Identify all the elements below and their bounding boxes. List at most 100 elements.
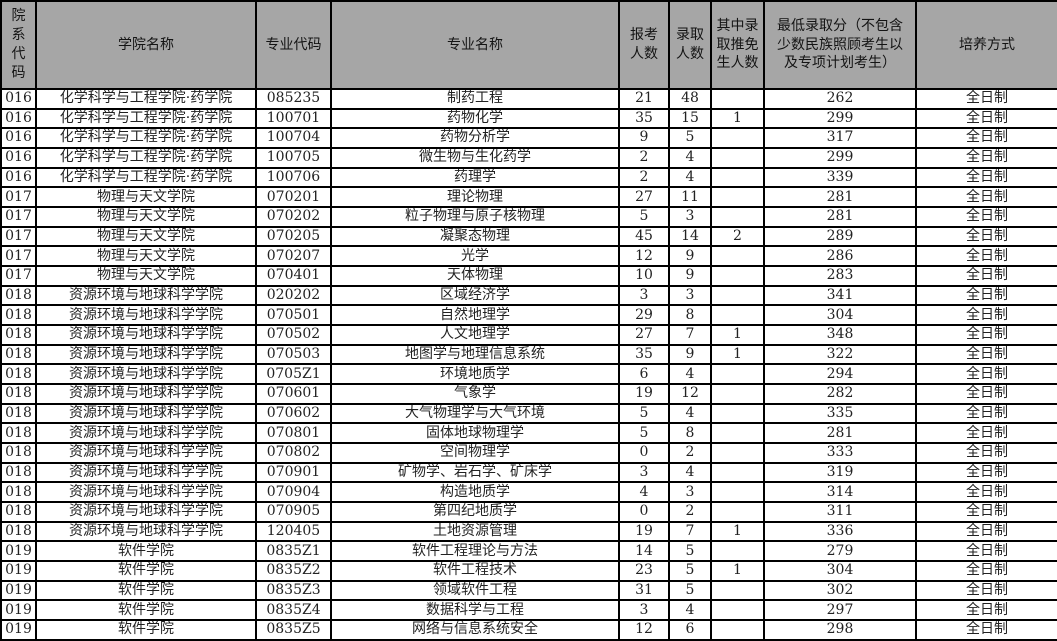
cell-college-name: 资源环境与地球科学学院 bbox=[35, 402, 257, 425]
cell-exempt-count bbox=[710, 501, 765, 523]
cell-exempt-count: 1 bbox=[710, 343, 765, 366]
cell-training-mode: 全日制 bbox=[915, 206, 1057, 228]
cell-major-code: 070905 bbox=[255, 501, 332, 523]
cell-major-name: 网络与信息系统安全 bbox=[330, 619, 620, 641]
cell-admitted: 3 bbox=[668, 481, 712, 504]
col-header-major-name-label: 专业名称 bbox=[447, 36, 503, 53]
cell-exempt-count bbox=[710, 619, 765, 641]
cell-applicants: 12 bbox=[618, 245, 670, 268]
table-row: 018 资源环境与地球科学学院 070501 自然地理学 29 8 304 全日制 bbox=[0, 304, 1057, 327]
cell-applicants: 0 bbox=[618, 442, 670, 464]
cell-min-score: 294 bbox=[763, 363, 917, 386]
cell-major-code: 0835Z5 bbox=[255, 619, 332, 641]
cell-admitted: 5 bbox=[668, 540, 712, 563]
cell-min-score: 281 bbox=[763, 206, 917, 228]
cell-exempt-count bbox=[710, 166, 765, 189]
cell-min-score: 286 bbox=[763, 245, 917, 268]
table-row: 017 物理与天文学院 070201 理论物理 27 11 281 全日制 bbox=[0, 186, 1057, 209]
cell-exempt-count bbox=[710, 461, 765, 484]
cell-major-code: 085235 bbox=[255, 88, 332, 110]
cell-major-name: 第四纪地质学 bbox=[330, 501, 620, 523]
table-row: 018 资源环境与地球科学学院 020202 区域经济学 3 3 341 全日制 bbox=[0, 284, 1057, 307]
cell-exempt-count bbox=[710, 363, 765, 386]
cell-college-name: 资源环境与地球科学学院 bbox=[35, 343, 257, 366]
cell-major-name: 环境地质学 bbox=[330, 363, 620, 386]
cell-admitted: 7 bbox=[668, 520, 712, 543]
cell-major-code: 0835Z2 bbox=[255, 560, 332, 582]
cell-min-score: 298 bbox=[763, 619, 917, 641]
cell-admitted: 8 bbox=[668, 422, 712, 445]
cell-major-name: 自然地理学 bbox=[330, 304, 620, 327]
cell-college-name: 化学科学与工程学院·药学院 bbox=[35, 107, 257, 130]
cell-exempt-count bbox=[710, 304, 765, 327]
cell-dept-code: 017 bbox=[0, 206, 37, 228]
cell-major-code: 070202 bbox=[255, 206, 332, 228]
cell-dept-code: 018 bbox=[0, 501, 37, 523]
cell-exempt-count: 1 bbox=[710, 560, 765, 582]
header-row: 院系代码 学院名称 专业代码 专业名称 报考人数 录取人数 其中录取推免生人数 … bbox=[0, 0, 1057, 90]
cell-min-score: 289 bbox=[763, 225, 917, 248]
cell-major-code: 070801 bbox=[255, 422, 332, 445]
cell-admitted: 9 bbox=[668, 343, 712, 366]
table-row: 018 资源环境与地球科学学院 0705Z1 环境地质学 6 4 294 全日制 bbox=[0, 363, 1057, 386]
cell-applicants: 5 bbox=[618, 402, 670, 425]
cell-applicants: 19 bbox=[618, 383, 670, 405]
cell-admitted: 6 bbox=[668, 619, 712, 641]
cell-training-mode: 全日制 bbox=[915, 422, 1057, 445]
cell-training-mode: 全日制 bbox=[915, 166, 1057, 189]
cell-major-code: 070401 bbox=[255, 265, 332, 287]
cell-dept-code: 018 bbox=[0, 363, 37, 386]
cell-major-name: 理论物理 bbox=[330, 186, 620, 209]
cell-admitted: 2 bbox=[668, 442, 712, 464]
cell-admitted: 7 bbox=[668, 324, 712, 346]
cell-dept-code: 018 bbox=[0, 383, 37, 405]
cell-applicants: 21 bbox=[618, 88, 670, 110]
col-header-dept-code-label: 院系代码 bbox=[11, 8, 26, 81]
cell-training-mode: 全日制 bbox=[915, 619, 1057, 641]
cell-applicants: 12 bbox=[618, 619, 670, 641]
table-row: 019 软件学院 0835Z5 网络与信息系统安全 12 6 298 全日制 bbox=[0, 619, 1057, 641]
cell-major-code: 070201 bbox=[255, 186, 332, 209]
cell-applicants: 29 bbox=[618, 304, 670, 327]
col-header-admitted: 录取人数 bbox=[668, 0, 712, 90]
cell-applicants: 5 bbox=[618, 206, 670, 228]
cell-major-name: 构造地质学 bbox=[330, 481, 620, 504]
cell-applicants: 27 bbox=[618, 186, 670, 209]
cell-college-name: 资源环境与地球科学学院 bbox=[35, 284, 257, 307]
cell-dept-code: 019 bbox=[0, 599, 37, 622]
cell-admitted: 3 bbox=[668, 284, 712, 307]
cell-major-code: 100701 bbox=[255, 107, 332, 130]
cell-training-mode: 全日制 bbox=[915, 520, 1057, 543]
cell-training-mode: 全日制 bbox=[915, 461, 1057, 484]
cell-major-name: 药物分析学 bbox=[330, 127, 620, 149]
cell-dept-code: 017 bbox=[0, 245, 37, 268]
cell-training-mode: 全日制 bbox=[915, 560, 1057, 582]
cell-min-score: 282 bbox=[763, 383, 917, 405]
cell-major-code: 070502 bbox=[255, 324, 332, 346]
table-row: 018 资源环境与地球科学学院 070503 地图学与地理信息系统 35 9 1 322 全日制 bbox=[0, 343, 1057, 366]
cell-dept-code: 019 bbox=[0, 560, 37, 582]
cell-major-name: 固体地球物理学 bbox=[330, 422, 620, 445]
table-row: 018 资源环境与地球科学学院 070802 空间物理学 0 2 333 全日制 bbox=[0, 442, 1057, 464]
cell-dept-code: 019 bbox=[0, 579, 37, 602]
table-row: 019 软件学院 0835Z1 软件工程理论与方法 14 5 279 全日制 bbox=[0, 540, 1057, 563]
cell-major-code: 070207 bbox=[255, 245, 332, 268]
cell-training-mode: 全日制 bbox=[915, 127, 1057, 149]
cell-exempt-count: 1 bbox=[710, 324, 765, 346]
cell-min-score: 283 bbox=[763, 265, 917, 287]
cell-applicants: 35 bbox=[618, 107, 670, 130]
cell-major-code: 020202 bbox=[255, 284, 332, 307]
cell-training-mode: 全日制 bbox=[915, 186, 1057, 209]
cell-college-name: 资源环境与地球科学学院 bbox=[35, 481, 257, 504]
cell-major-code: 070601 bbox=[255, 383, 332, 405]
cell-college-name: 化学科学与工程学院·药学院 bbox=[35, 166, 257, 189]
cell-training-mode: 全日制 bbox=[915, 107, 1057, 130]
cell-major-name: 软件工程理论与方法 bbox=[330, 540, 620, 563]
cell-dept-code: 017 bbox=[0, 186, 37, 209]
table-row: 019 软件学院 0835Z3 领域软件工程 31 5 302 全日制 bbox=[0, 579, 1057, 602]
cell-training-mode: 全日制 bbox=[915, 402, 1057, 425]
cell-dept-code: 018 bbox=[0, 442, 37, 464]
cell-dept-code: 018 bbox=[0, 304, 37, 327]
cell-dept-code: 018 bbox=[0, 324, 37, 346]
cell-applicants: 10 bbox=[618, 265, 670, 287]
